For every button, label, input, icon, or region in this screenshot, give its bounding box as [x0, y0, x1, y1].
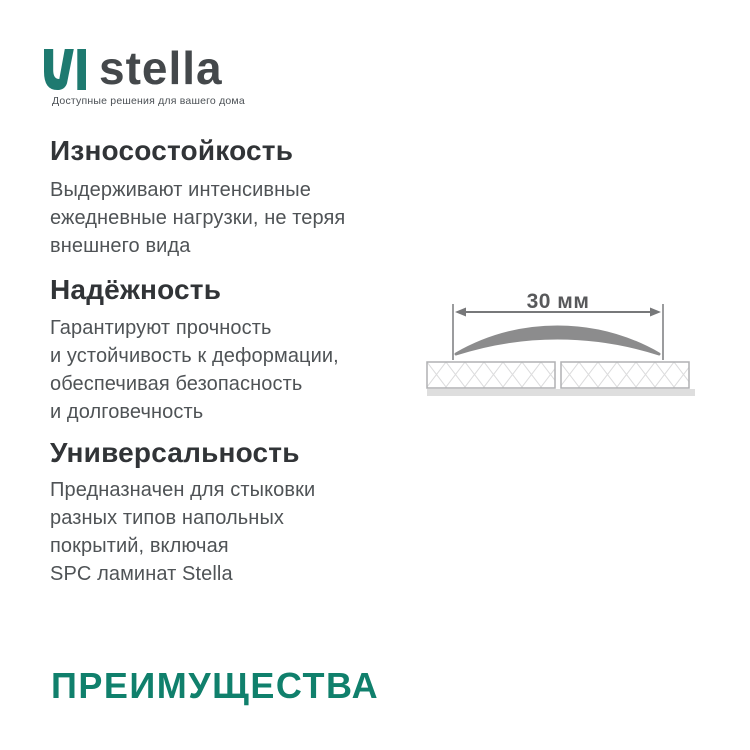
- dimension-label: 30 мм: [527, 290, 590, 313]
- brand-name: stella: [99, 42, 223, 94]
- page-title-advantages: ПРЕИМУЩЕСТВА: [51, 665, 380, 706]
- dimension-arrow-right-icon: [650, 307, 661, 317]
- feature-body-reliability: Гарантируют прочность и устойчивость к д…: [50, 317, 339, 423]
- logo-u-shape: [44, 49, 74, 90]
- subfloor-strip: [427, 389, 695, 396]
- feature-title-wear-resistance: Износостойкость: [50, 135, 294, 166]
- threshold-profile-diagram: 30 мм: [420, 282, 710, 400]
- feature-body-versatility: Предназначен для стыковки разных типов н…: [50, 479, 316, 585]
- brand-tagline: Доступные решения для вашего дома: [52, 95, 245, 107]
- threshold-strip: [454, 325, 661, 356]
- logo-bar-shape: [77, 49, 86, 90]
- stella-logo-icon: [44, 49, 86, 90]
- floor-panel-right: [560, 361, 690, 389]
- dimension-arrow-left-icon: [455, 307, 466, 317]
- feature-body-wear-resistance: Выдерживают интенсивные ежедневные нагру…: [50, 179, 346, 257]
- feature-title-versatility: Универсальность: [50, 437, 300, 468]
- floor-panel-left: [426, 361, 556, 389]
- feature-title-reliability: Надёжность: [50, 274, 222, 305]
